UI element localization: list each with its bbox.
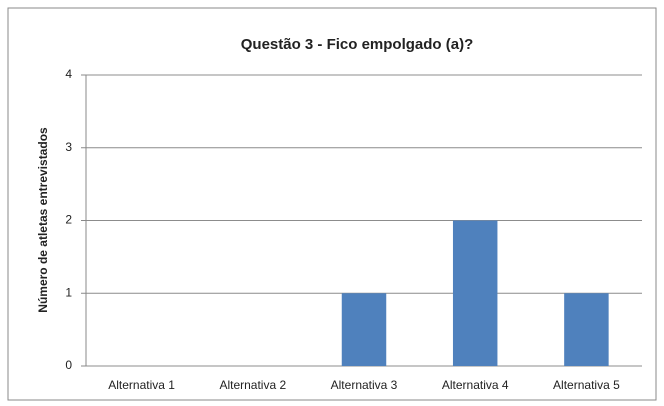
- x-tick-label: Alternativa 5: [553, 378, 620, 392]
- chart-title: Questão 3 - Fico empolgado (a)?: [241, 36, 474, 53]
- bar: [564, 293, 609, 366]
- x-tick-label: Alternativa 4: [442, 378, 509, 392]
- y-tick-label: 2: [65, 213, 72, 227]
- y-tick-label: 0: [65, 358, 72, 372]
- x-tick-label: Alternativa 2: [219, 378, 286, 392]
- y-axis-label: Número de atletas entrevistados: [36, 127, 50, 313]
- bar: [452, 220, 498, 366]
- y-tick-label: 4: [65, 67, 72, 81]
- bar: [341, 293, 387, 366]
- y-tick-label: 3: [65, 140, 72, 154]
- y-tick-label: 1: [65, 285, 72, 299]
- x-tick-label: Alternativa 3: [331, 378, 398, 392]
- x-tick-label: Alternativa 1: [108, 378, 175, 392]
- chart-frame: [7, 7, 657, 401]
